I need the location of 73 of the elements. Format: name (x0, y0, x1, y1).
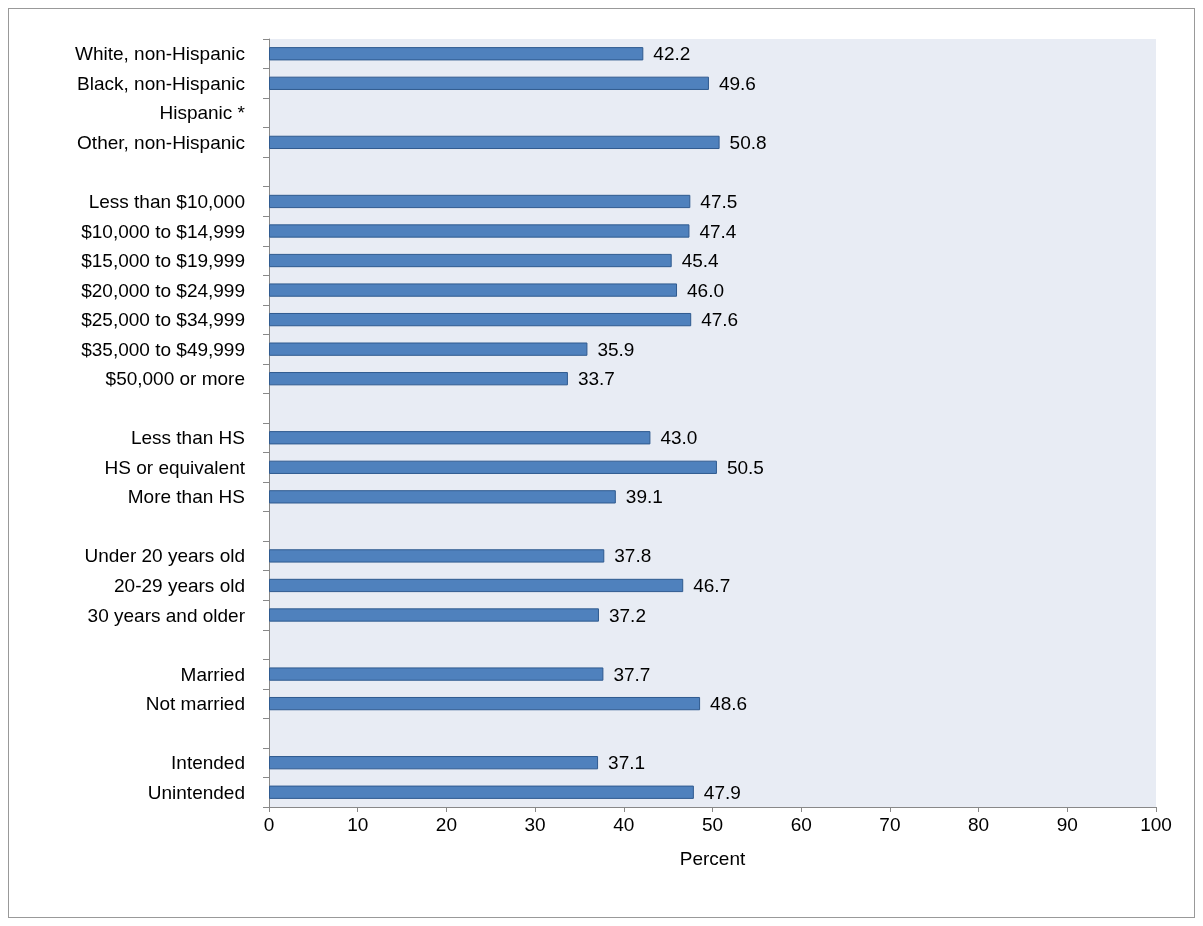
bar (269, 372, 568, 386)
bar (269, 47, 644, 61)
x-tick-label: 30 (524, 814, 546, 835)
bar (269, 76, 709, 90)
x-tick-label: 60 (790, 814, 812, 835)
data-label: 37.2 (608, 604, 646, 626)
x-tick-label: 40 (613, 814, 635, 835)
y-tick-label: Unintended (147, 781, 245, 803)
y-tick-label: $10,000 to $14,999 (81, 220, 245, 242)
data-label: 35.9 (597, 338, 635, 360)
data-label: 45.4 (681, 250, 720, 272)
data-label: 48.6 (710, 693, 748, 715)
y-tick-label: 30 years and older (87, 604, 246, 626)
data-label: 39.1 (625, 486, 663, 508)
bar (269, 490, 616, 504)
x-tick-label: 100 (1140, 814, 1172, 835)
data-label: 49.6 (718, 72, 756, 94)
bar (269, 283, 678, 297)
data-label: 37.8 (614, 545, 652, 567)
x-tick-label: 80 (968, 814, 990, 835)
data-label: 33.7 (577, 368, 615, 390)
y-tick-label: $20,000 to $24,999 (81, 279, 245, 301)
data-label: 43.0 (660, 427, 698, 449)
bar (269, 253, 672, 268)
y-tick-label: Hispanic * (159, 102, 246, 124)
y-tick-label: Less than $10,000 (88, 190, 245, 212)
data-label: 37.1 (608, 752, 646, 774)
y-tick-label: Not married (145, 693, 245, 715)
data-label: 47.9 (703, 781, 741, 803)
x-tick-label: 50 (701, 814, 724, 835)
y-tick-label: Black, non-Hispanic (77, 72, 245, 94)
bar (269, 194, 691, 209)
y-tick-label: More than HS (127, 486, 245, 508)
y-tick-label: $50,000 or more (105, 368, 245, 390)
bar (269, 667, 604, 681)
x-tick-label: 10 (347, 814, 369, 835)
y-tick-label: Intended (171, 752, 245, 774)
y-tick-label: $25,000 to $34,999 (81, 309, 245, 331)
x-axis-title: Percent (679, 848, 746, 869)
bar (269, 696, 701, 711)
data-label: 47.5 (700, 190, 738, 212)
y-tick-label: Under 20 years old (84, 545, 245, 567)
x-tick-label: 0 (263, 814, 275, 835)
bar (269, 549, 605, 563)
x-tick-label: 20 (435, 814, 457, 835)
bar (269, 431, 651, 445)
y-tick-label: Married (180, 663, 245, 685)
y-tick-label: White, non-Hispanic (74, 43, 245, 65)
data-label: 50.5 (726, 456, 764, 478)
data-label: 47.4 (699, 220, 737, 242)
bar (269, 460, 717, 474)
bar (269, 578, 684, 593)
data-label: 47.6 (701, 309, 739, 331)
bar (269, 608, 599, 622)
y-tick-label: HS or equivalent (104, 456, 246, 478)
bar (269, 342, 588, 356)
y-tick-label: Other, non-Hispanic (77, 131, 245, 153)
y-tick-label: $35,000 to $49,999 (81, 338, 245, 360)
data-label: 46.0 (687, 279, 724, 301)
y-tick-label: 20-29 years old (114, 574, 245, 596)
bar (269, 224, 690, 238)
y-tick-label: Less than HS (130, 427, 245, 449)
bar (269, 785, 694, 799)
bar (269, 135, 720, 150)
y-tick-label: $15,000 to $19,999 (81, 250, 245, 272)
bar (269, 756, 599, 770)
bar (269, 312, 692, 327)
data-label: 46.7 (693, 574, 731, 596)
data-label: 37.7 (613, 663, 651, 685)
data-label: 50.8 (729, 131, 767, 153)
data-label: 42.2 (653, 43, 691, 65)
x-tick-label: 70 (879, 814, 901, 835)
x-tick-label: 90 (1056, 814, 1078, 835)
